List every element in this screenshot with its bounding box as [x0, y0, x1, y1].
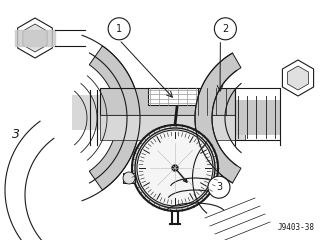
- Text: 1: 1: [116, 24, 122, 34]
- Polygon shape: [195, 53, 241, 183]
- Polygon shape: [288, 66, 308, 90]
- Polygon shape: [100, 115, 245, 140]
- Text: 3: 3: [12, 128, 20, 141]
- Circle shape: [137, 130, 213, 206]
- Polygon shape: [235, 100, 280, 135]
- Polygon shape: [148, 88, 198, 105]
- Circle shape: [172, 165, 178, 171]
- Polygon shape: [72, 95, 132, 130]
- Circle shape: [108, 18, 130, 40]
- Circle shape: [214, 18, 236, 40]
- Polygon shape: [123, 173, 135, 183]
- Polygon shape: [23, 24, 47, 52]
- Polygon shape: [100, 88, 235, 115]
- Text: J9403-38: J9403-38: [278, 223, 315, 232]
- Circle shape: [132, 125, 218, 211]
- Text: 2: 2: [222, 24, 229, 34]
- Polygon shape: [18, 18, 52, 58]
- Circle shape: [208, 176, 230, 198]
- Circle shape: [123, 172, 135, 184]
- Text: 3: 3: [216, 182, 222, 192]
- Polygon shape: [282, 60, 314, 96]
- Polygon shape: [89, 46, 140, 190]
